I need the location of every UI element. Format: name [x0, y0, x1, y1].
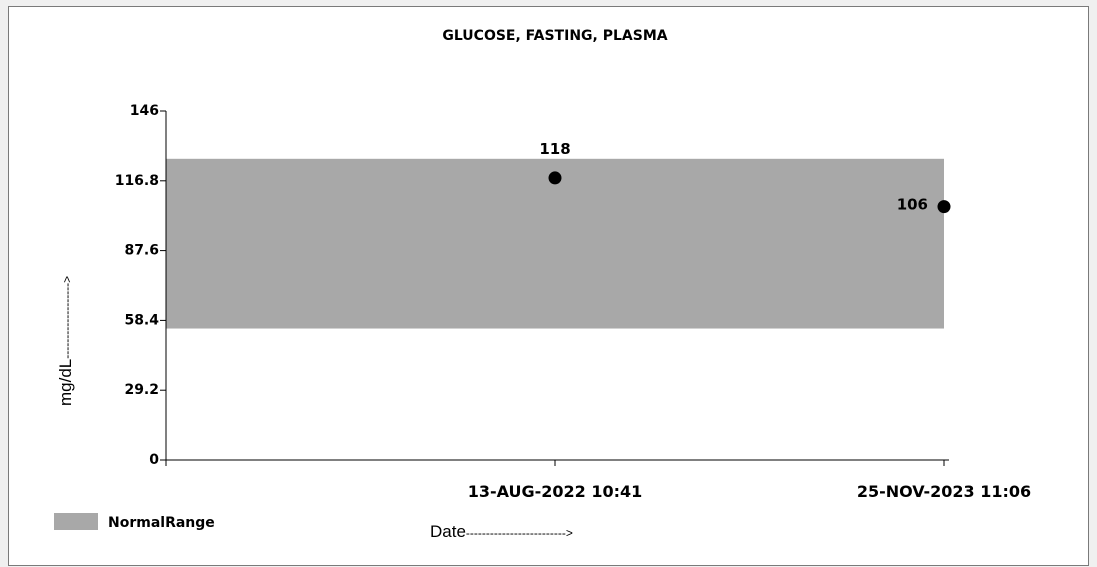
- chart-title: GLUCOSE, FASTING, PLASMA: [442, 28, 667, 44]
- x-tick-label: 25-NOV-2023 11:06: [857, 482, 1031, 501]
- chart-canvas: GLUCOSE, FASTING, PLASMA 0 29.2 58.4 87.6 11…: [54, 28, 1031, 541]
- plot-area: 0 29.2 58.4 87.6 116.8 146 13-AUG-2022 10:41 25…: [115, 103, 1031, 501]
- chart-legend: NormalRange: [54, 513, 215, 531]
- y-tick-label: 58.4: [124, 312, 159, 328]
- axis-titles: mg/dL------------------->Date-----------…: [56, 276, 573, 541]
- x-axis-label: Date: [430, 522, 466, 541]
- y-tick-label: 146: [130, 103, 159, 119]
- y-axis-label: mg/dL: [56, 359, 75, 406]
- y-tick-label: 29.2: [124, 382, 159, 398]
- y-axis-title: mg/dL------------------->: [56, 276, 75, 406]
- y-tick-label: 116.8: [115, 173, 159, 189]
- data-point: [937, 200, 951, 214]
- y-axis-arrow: ------------------->: [60, 276, 74, 359]
- y-tick-label: 0: [149, 452, 159, 468]
- x-tick-label: 13-AUG-2022 10:41: [468, 482, 643, 501]
- x-axis-title: Date------------------------->: [430, 522, 573, 541]
- data-point-label: 118: [539, 140, 570, 158]
- data-point-label: 106: [897, 196, 928, 214]
- y-tick-label: 87.6: [124, 243, 159, 259]
- x-axis-arrow: ------------------------->: [466, 526, 573, 540]
- data-point: [548, 171, 562, 185]
- legend-label: NormalRange: [108, 515, 215, 531]
- legend-swatch: [54, 513, 98, 530]
- chart-window: GLUCOSE, FASTING, PLASMA 0 29.2 58.4 87.6 11…: [8, 6, 1089, 566]
- normal-range-band: [166, 158, 944, 329]
